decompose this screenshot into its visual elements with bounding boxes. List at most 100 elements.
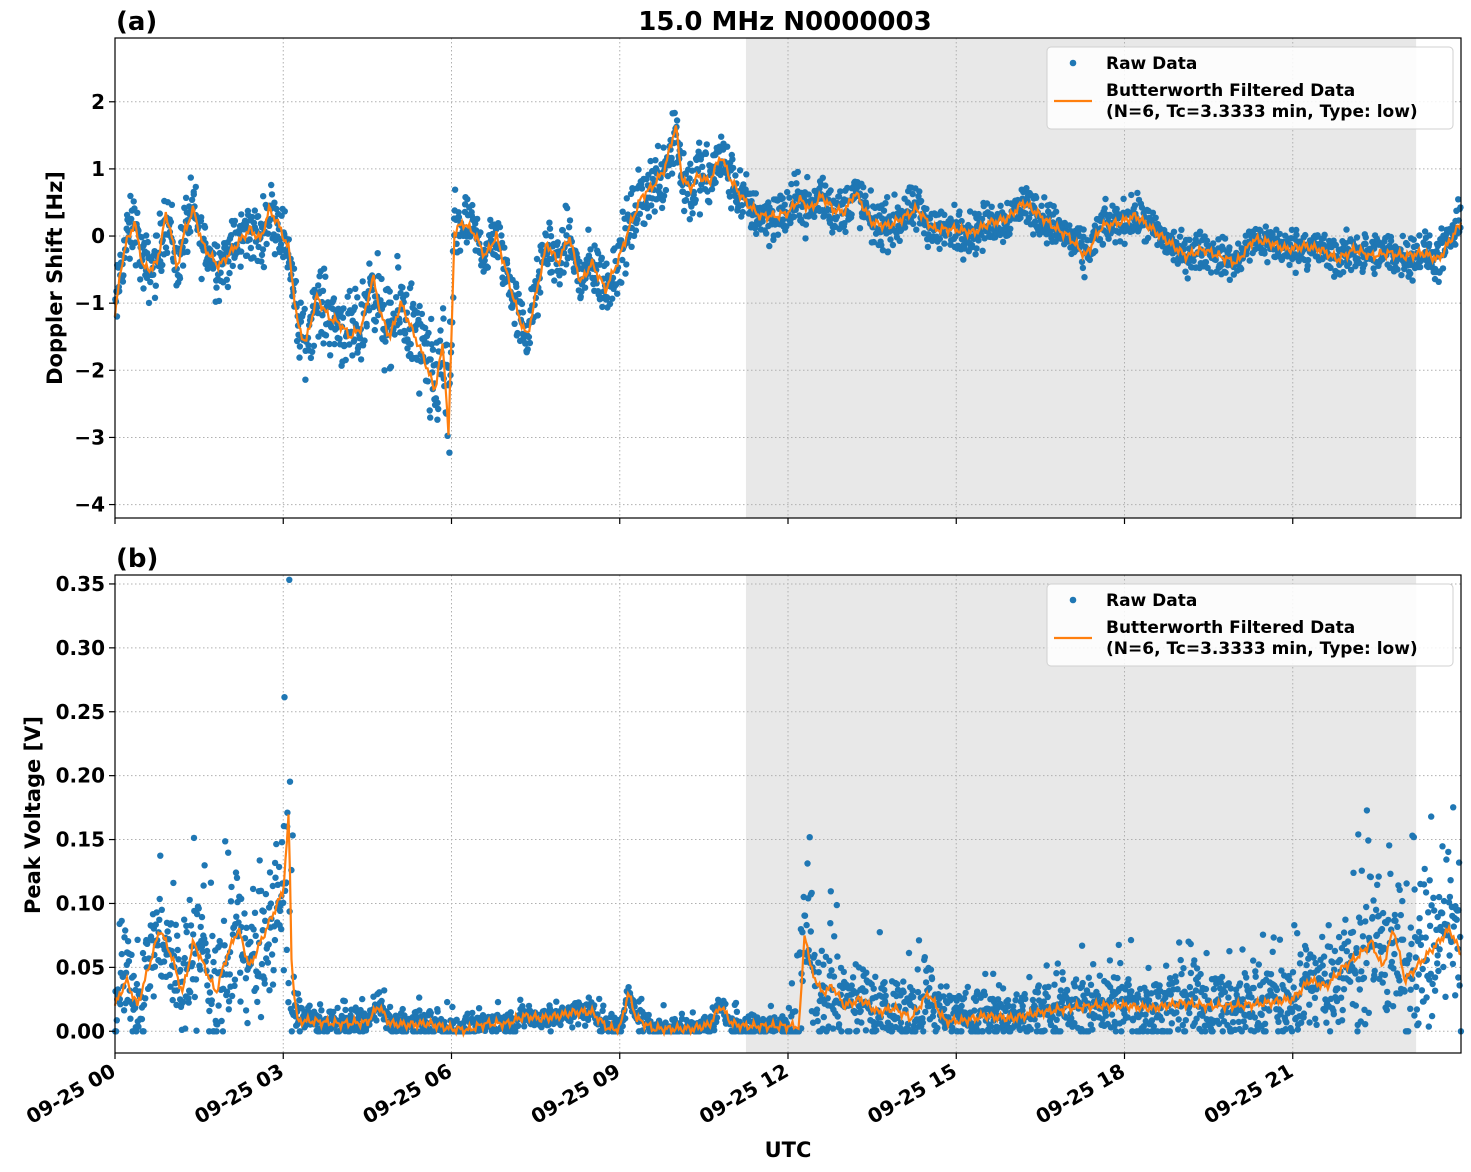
raw-data-point bbox=[271, 936, 279, 944]
raw-data-point bbox=[860, 184, 867, 191]
raw-data-point bbox=[804, 173, 811, 181]
raw-data-point bbox=[125, 958, 133, 965]
raw-data-point bbox=[173, 265, 180, 272]
raw-data-point bbox=[807, 928, 814, 935]
raw-data-point bbox=[840, 968, 847, 976]
raw-data-point bbox=[1112, 1028, 1120, 1035]
raw-data-point bbox=[418, 310, 426, 318]
legend-filtered-label-2: (N=6, Tc=3.3333 min, Type: low) bbox=[1106, 102, 1418, 122]
raw-data-point bbox=[1212, 256, 1219, 264]
raw-data-point bbox=[231, 976, 239, 983]
raw-data-point bbox=[275, 863, 283, 871]
raw-data-point bbox=[609, 295, 616, 302]
raw-data-point bbox=[1163, 962, 1170, 969]
raw-data-point bbox=[175, 956, 182, 963]
raw-data-point bbox=[215, 1002, 222, 1009]
raw-data-point bbox=[593, 280, 600, 287]
raw-data-point bbox=[692, 196, 699, 204]
raw-data-point bbox=[219, 1028, 227, 1035]
raw-data-point bbox=[381, 367, 388, 374]
raw-data-point bbox=[1327, 264, 1334, 271]
raw-data-point bbox=[537, 289, 544, 296]
raw-data-point bbox=[517, 996, 524, 1003]
y-tick-label: −1 bbox=[74, 291, 105, 315]
raw-data-point bbox=[862, 192, 869, 199]
raw-data-point bbox=[1221, 235, 1229, 242]
raw-data-point bbox=[242, 975, 250, 982]
raw-data-point bbox=[638, 185, 646, 192]
raw-data-point bbox=[587, 246, 594, 253]
raw-data-point bbox=[556, 281, 563, 288]
raw-data-point bbox=[251, 909, 259, 916]
raw-data-point bbox=[1306, 1001, 1313, 1008]
raw-data-point bbox=[386, 288, 393, 295]
raw-data-point bbox=[542, 232, 550, 239]
raw-data-point bbox=[265, 941, 272, 948]
panel-b: 0.000.050.100.150.200.250.300.35 09-25 0… bbox=[21, 572, 1465, 1129]
raw-data-point bbox=[563, 204, 571, 212]
raw-data-point bbox=[357, 356, 365, 363]
raw-data-point bbox=[197, 923, 204, 931]
raw-data-point bbox=[870, 985, 877, 992]
raw-data-point bbox=[987, 211, 995, 218]
raw-data-point bbox=[200, 882, 207, 889]
raw-data-point bbox=[684, 190, 691, 198]
raw-data-point bbox=[711, 1027, 718, 1034]
raw-data-point bbox=[1246, 257, 1253, 264]
raw-data-point bbox=[1059, 969, 1066, 976]
raw-data-point bbox=[936, 235, 944, 243]
raw-data-point bbox=[241, 910, 248, 917]
raw-data-point bbox=[1261, 1020, 1269, 1027]
raw-data-point bbox=[174, 932, 181, 939]
raw-data-point bbox=[1054, 960, 1062, 967]
raw-data-point bbox=[779, 195, 786, 202]
raw-data-point bbox=[753, 230, 760, 237]
raw-data-point bbox=[252, 932, 259, 939]
raw-data-point bbox=[1361, 261, 1368, 268]
raw-data-point bbox=[127, 192, 134, 200]
raw-data-point bbox=[268, 181, 275, 189]
raw-data-point bbox=[623, 195, 630, 202]
raw-data-point bbox=[247, 244, 255, 252]
raw-data-point bbox=[326, 340, 333, 348]
raw-data-point bbox=[1225, 994, 1232, 1001]
raw-data-point bbox=[190, 834, 198, 842]
raw-data-point bbox=[469, 201, 476, 209]
legend-raw-label: Raw Data bbox=[1106, 54, 1197, 74]
raw-data-point bbox=[207, 879, 215, 886]
raw-data-point bbox=[1255, 961, 1263, 968]
raw-data-point bbox=[1178, 226, 1185, 233]
raw-data-point bbox=[474, 215, 481, 223]
raw-data-point bbox=[856, 225, 864, 232]
raw-data-point bbox=[1186, 1009, 1193, 1017]
raw-data-point bbox=[489, 230, 496, 238]
raw-data-point bbox=[622, 225, 629, 232]
raw-data-point bbox=[208, 997, 215, 1004]
raw-data-point bbox=[909, 190, 916, 198]
raw-data-point bbox=[1204, 264, 1211, 272]
raw-data-point bbox=[494, 254, 502, 261]
raw-data-point bbox=[632, 227, 640, 234]
raw-data-point bbox=[863, 969, 870, 976]
raw-data-point bbox=[258, 258, 265, 265]
raw-data-point bbox=[990, 970, 997, 977]
raw-data-point bbox=[181, 954, 188, 962]
raw-data-point bbox=[137, 276, 144, 283]
raw-data-point bbox=[788, 980, 796, 987]
raw-data-point bbox=[763, 230, 770, 237]
raw-data-point bbox=[872, 973, 879, 980]
raw-data-point bbox=[122, 969, 130, 976]
raw-data-point bbox=[606, 300, 614, 308]
raw-data-point bbox=[660, 192, 668, 199]
raw-data-point bbox=[1043, 962, 1050, 969]
raw-data-point bbox=[614, 290, 621, 297]
raw-data-point bbox=[176, 275, 184, 282]
raw-data-point bbox=[260, 908, 267, 915]
raw-data-point bbox=[1156, 982, 1163, 989]
raw-data-point bbox=[1182, 1017, 1190, 1024]
raw-data-point bbox=[181, 916, 188, 923]
raw-data-point bbox=[374, 250, 381, 257]
raw-data-point bbox=[736, 167, 744, 174]
raw-data-point bbox=[224, 283, 232, 291]
raw-data-point bbox=[689, 1009, 696, 1016]
